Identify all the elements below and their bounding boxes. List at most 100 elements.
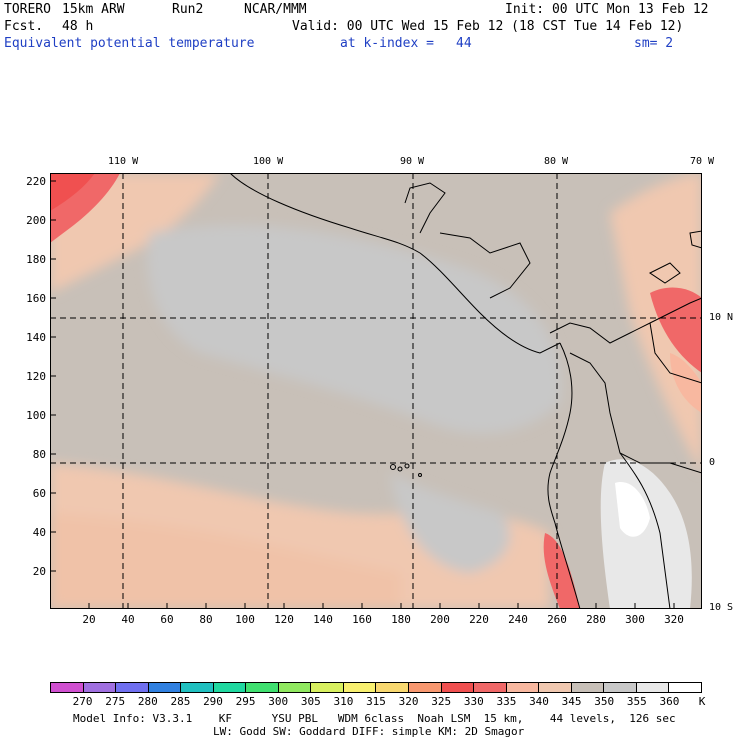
colorbar-label: 305	[300, 695, 321, 708]
lon-label: 100 W	[253, 156, 284, 167]
border	[619, 452, 671, 609]
y-tick-label: 160	[26, 292, 46, 305]
lon-label: 90 W	[400, 156, 425, 167]
x-tick-label: 220	[469, 613, 489, 626]
island	[404, 463, 410, 469]
colorbar-swatch	[375, 683, 409, 692]
warm-patch	[670, 353, 702, 413]
x-tick-label: 280	[586, 613, 606, 626]
lat-label: 0	[709, 457, 716, 468]
colorbar	[50, 682, 702, 693]
x-tick-label: 300	[625, 613, 645, 626]
lat-label: 10 N	[709, 312, 734, 323]
graticule	[50, 173, 702, 609]
y-tick-label: 120	[26, 370, 46, 383]
colorbar-swatch	[277, 683, 311, 692]
fcst-value: 48 h	[62, 19, 94, 34]
colorbar-swatch	[310, 683, 343, 692]
colorbar-label: 360	[659, 695, 680, 708]
colorbar-label: 315	[366, 695, 386, 708]
x-tick-label: 320	[664, 613, 684, 626]
x-tick-label: 260	[547, 613, 567, 626]
map-frame	[50, 173, 702, 609]
andes-dry	[615, 482, 650, 537]
coastline	[404, 182, 446, 234]
y-tick-label: 140	[26, 331, 46, 344]
colorbar-label: 345	[561, 695, 582, 708]
colorbar-swatch	[115, 683, 148, 692]
y-tick-label: 60	[32, 487, 46, 500]
colorbar-label: 290	[203, 695, 223, 708]
lat-label: 10 S	[709, 602, 734, 613]
x-tick-label: 80	[199, 613, 213, 626]
y-tick-label: 220	[26, 175, 46, 188]
colorbar-swatch	[538, 683, 571, 692]
hot-spot	[650, 287, 702, 373]
axis-ticks	[50, 180, 675, 609]
hot-spot	[50, 173, 95, 211]
y-tick-label: 20	[32, 565, 46, 578]
x-tick-label: 100	[235, 613, 255, 626]
y-tick-label: 180	[26, 253, 46, 266]
model-info: Model Info: V3.3.1 KF YSU PBL WDM 6class…	[73, 712, 676, 725]
coastline	[549, 297, 702, 344]
colorbar-label: 270	[72, 695, 93, 708]
colorbar-swatch	[635, 683, 669, 692]
colorbar-label: 325	[431, 695, 452, 708]
colorbar-label: 275	[105, 695, 126, 708]
colorbar-swatch	[603, 683, 636, 692]
x-tick-label: 20	[82, 613, 96, 626]
x-tick-label: 160	[352, 613, 372, 626]
colorbar-swatch	[505, 683, 539, 692]
x-tick-label: 60	[160, 613, 174, 626]
colorbar-label: K	[698, 695, 706, 708]
colorbar-swatch	[147, 683, 181, 692]
y-tick-label: 100	[26, 409, 46, 422]
x-tick-label: 180	[391, 613, 411, 626]
island	[689, 230, 702, 249]
colorbar-swatch	[245, 683, 278, 692]
moist-band	[147, 224, 562, 434]
colorbar-swatch	[668, 683, 701, 692]
resolution-label: 15km ARW	[62, 2, 125, 17]
map-panel	[50, 173, 702, 609]
y-tick-label: 80	[32, 448, 46, 461]
colorbar-label: 355	[626, 695, 647, 708]
colorbar-swatch	[473, 683, 506, 692]
colorbar-label: 300	[268, 695, 289, 708]
smoothing-label: sm= 2	[634, 36, 674, 51]
colorbar-label: 310	[333, 695, 354, 708]
colorbar-label: 320	[398, 695, 419, 708]
field-name: Equivalent potential temperature	[4, 36, 255, 51]
fcst-label: Fcst.	[4, 19, 44, 34]
colorbar-swatch	[51, 683, 83, 692]
lon-label: 110 W	[108, 156, 139, 167]
colorbar-label: 335	[496, 695, 517, 708]
level-value: 44	[456, 36, 472, 51]
coastlines	[229, 173, 702, 609]
warm-band	[610, 173, 702, 473]
physics-info: LW: Godd SW: Goddard DIFF: simple KM: 2D…	[213, 725, 525, 738]
colorbar-swatch	[408, 683, 441, 692]
colorbar-label: 285	[170, 695, 191, 708]
model-name: TORERO	[4, 2, 51, 17]
warm-band	[50, 513, 400, 609]
island	[418, 473, 422, 477]
x-tick-label: 200	[430, 613, 450, 626]
colorbar-label: 280	[137, 695, 158, 708]
island	[390, 464, 396, 470]
moist-band	[390, 473, 510, 573]
lon-label: 70 W	[690, 156, 715, 167]
valid-time: Valid: 00 UTC Wed 15 Feb 12 (18 CST Tue …	[292, 19, 684, 34]
colorbar-swatch	[440, 683, 474, 692]
colorbar-label: 330	[463, 695, 484, 708]
colorbar-label: 340	[529, 695, 549, 708]
level-label: at k-index =	[340, 36, 434, 51]
coastline	[229, 173, 561, 354]
colorbar-swatch	[570, 683, 604, 692]
colorbar-swatch	[212, 683, 246, 692]
y-tick-label: 40	[32, 526, 46, 539]
run-label: Run2	[172, 2, 204, 17]
init-time: Init: 00 UTC Mon 13 Feb 12	[505, 2, 709, 17]
org-label: NCAR/MMM	[244, 2, 307, 17]
